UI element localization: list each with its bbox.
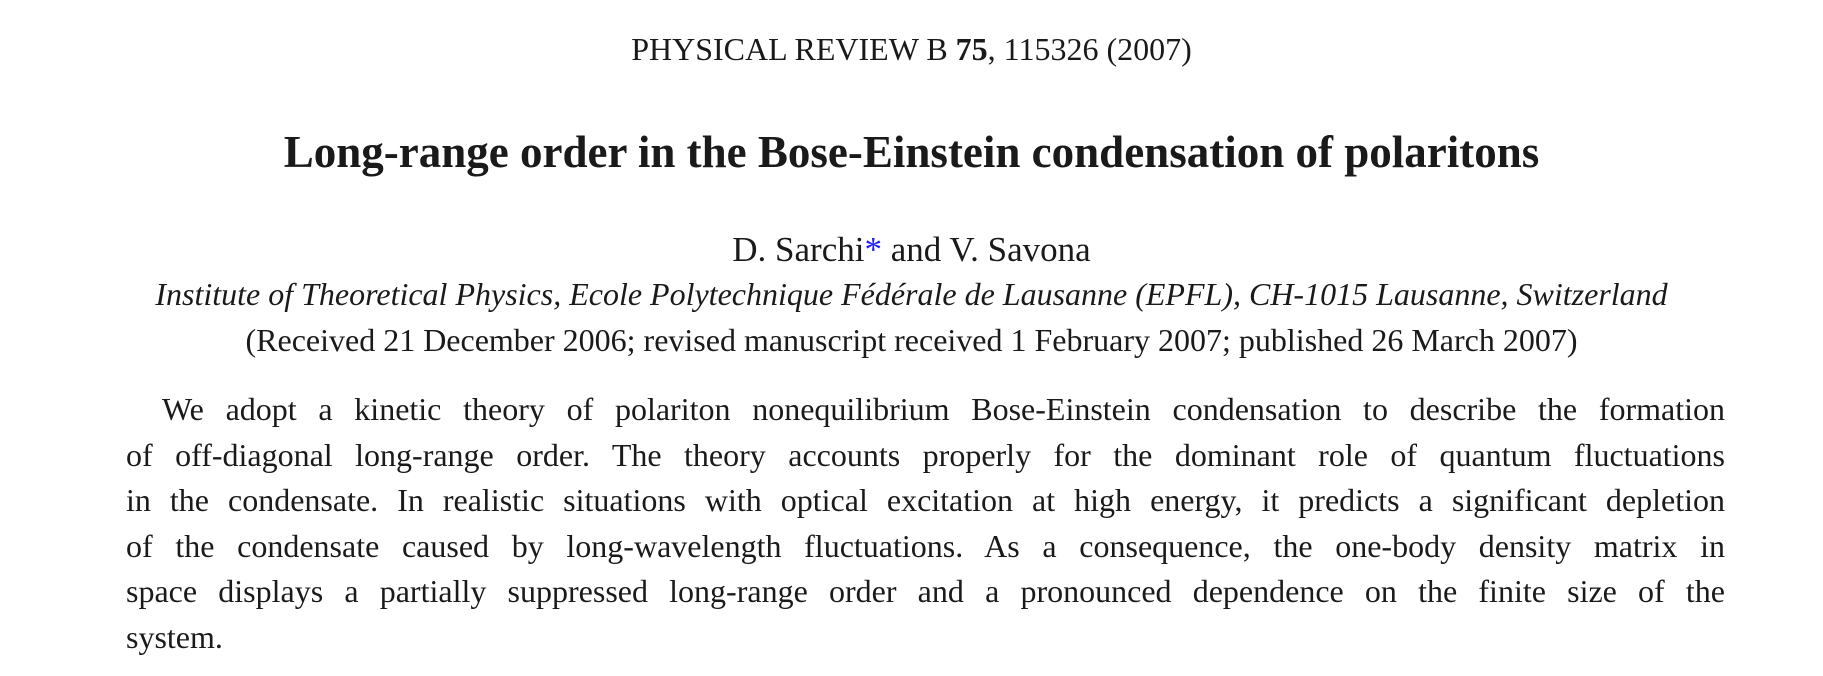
conjunction: and xyxy=(890,230,942,269)
authors: D. Sarchi* and V. Savona xyxy=(0,232,1823,267)
abstract: We adopt a kinetic theory of polariton n… xyxy=(126,391,1725,665)
journal-line: PHYSICAL REVIEW B 75, 115326 (2007) xyxy=(0,33,1823,65)
received-dates: (Received 21 December 2006; revised manu… xyxy=(245,322,1578,358)
abstract-line: of off-diagonal long-range order. The th… xyxy=(126,436,1725,473)
abstract-line: We adopt a kinetic theory of polariton n… xyxy=(162,391,1725,427)
paper-title: Long-range order in the Bose-Einstein co… xyxy=(283,127,1540,177)
abstract-line: system. xyxy=(126,618,223,655)
author: V. Savona xyxy=(949,230,1091,269)
journal-name: PHYSICAL REVIEW B xyxy=(631,31,948,67)
affiliation: Institute of Theoretical Physics, Ecole … xyxy=(155,276,1668,312)
abstract-line: in the condensate. In realistic situatio… xyxy=(126,482,1725,519)
footnote-link[interactable]: * xyxy=(864,230,882,269)
abstract-line: of the condensate caused by long-wavelen… xyxy=(126,527,1725,564)
abstract-line: space displays a partially suppressed lo… xyxy=(126,573,1725,610)
author: D. Sarchi xyxy=(732,230,865,269)
volume: 75 xyxy=(955,31,988,67)
citation: , 115326 (2007) xyxy=(987,31,1192,67)
